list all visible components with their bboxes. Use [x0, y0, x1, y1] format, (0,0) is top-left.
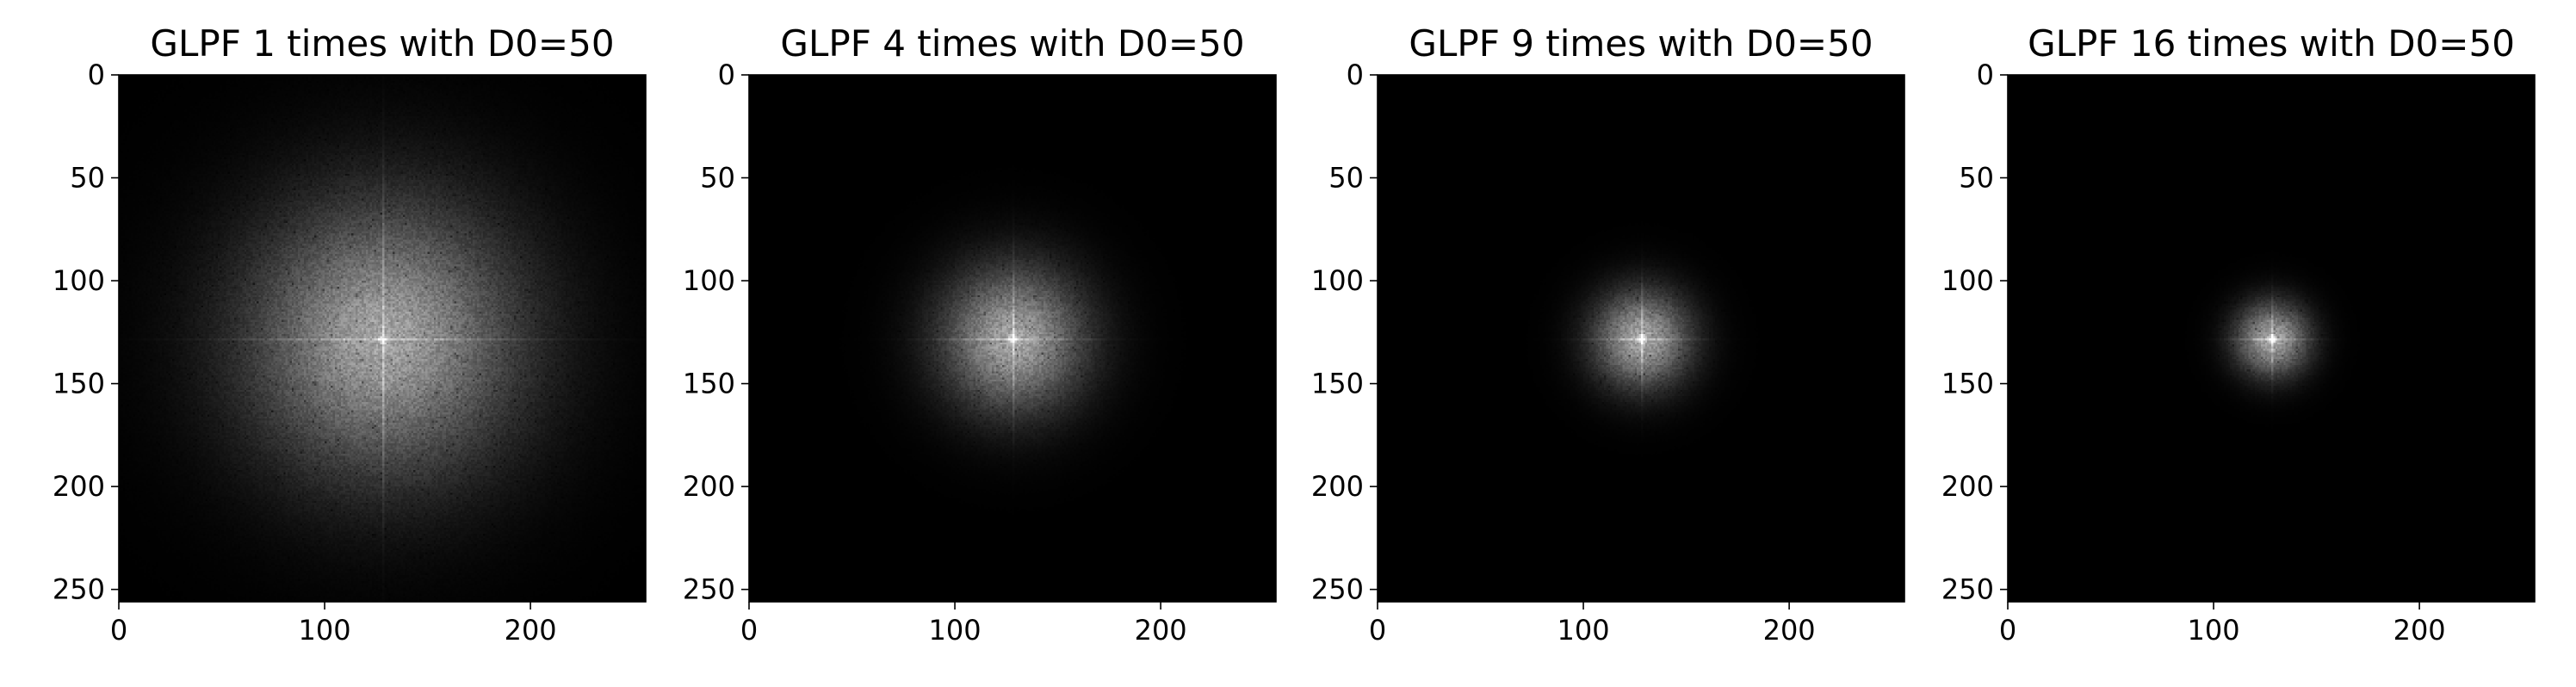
- y-tick-label: 0: [1347, 59, 1364, 91]
- heatmap-image-3: [1378, 75, 1904, 602]
- x-tick-label: 100: [299, 614, 351, 647]
- y-tick-label: 0: [718, 59, 735, 91]
- y-tick-label: 250: [683, 573, 735, 606]
- y-tick-label: 0: [1977, 59, 1994, 91]
- y-tick-label: 100: [53, 264, 105, 297]
- panel-3: GLPF 9 times with D0=50 0 100 200 0 50 100 150 2…: [1311, 22, 1905, 647]
- y-tick-label: 150: [1311, 368, 1364, 400]
- y-tick-label: 250: [1941, 573, 1994, 606]
- panel-title-3: GLPF 9 times with D0=50: [1409, 22, 1873, 65]
- y-tick-label: 250: [1311, 573, 1364, 606]
- x-tick-label: 100: [929, 614, 981, 647]
- y-tick-label: 150: [1941, 368, 1994, 400]
- y-tick-label: 200: [683, 470, 735, 503]
- x-tick-label: 0: [740, 614, 758, 647]
- x-tick-label: 200: [1763, 614, 1816, 647]
- panel-4: GLPF 16 times with D0=50 0 100 200 0 50 100 150…: [1941, 22, 2536, 647]
- y-tick-label: 50: [700, 162, 735, 195]
- panel-title-4: GLPF 16 times with D0=50: [2028, 22, 2515, 65]
- heatmap-image-4: [2008, 75, 2535, 602]
- axes-frame-2: [748, 74, 1277, 603]
- y-tick-label: 100: [1311, 264, 1364, 297]
- axes-frame-3: [1377, 74, 1905, 603]
- panel-1: GLPF 1 times with D0=50 0 100 200 0 50 100 150 2…: [53, 22, 647, 647]
- y-tick-label: 0: [88, 59, 105, 91]
- heatmap-image-2: [749, 75, 1276, 602]
- panel-title-2: GLPF 4 times with D0=50: [780, 22, 1244, 65]
- y-tick-label: 100: [683, 264, 735, 297]
- x-tick-label: 0: [1999, 614, 2016, 647]
- x-tick-label: 100: [1557, 614, 1610, 647]
- y-tick-label: 200: [1941, 470, 1994, 503]
- x-tick-label: 0: [1369, 614, 1386, 647]
- y-tick-label: 100: [1941, 264, 1994, 297]
- x-tick-label: 200: [2393, 614, 2446, 647]
- panel-title-1: GLPF 1 times with D0=50: [150, 22, 614, 65]
- panel-2: GLPF 4 times with D0=50 0 100 200 0 50 100 150 2…: [683, 22, 1277, 647]
- y-tick-label: 150: [53, 368, 105, 400]
- y-tick-label: 150: [683, 368, 735, 400]
- axes-frame-1: [118, 74, 647, 603]
- x-tick-label: 100: [2188, 614, 2240, 647]
- y-tick-label: 50: [70, 162, 105, 195]
- y-tick-label: 200: [1311, 470, 1364, 503]
- axes-frame-4: [2007, 74, 2536, 603]
- y-tick-label: 50: [1328, 162, 1364, 195]
- x-tick-label: 200: [1135, 614, 1187, 647]
- heatmap-image-1: [119, 75, 646, 602]
- x-tick-label: 200: [505, 614, 557, 647]
- y-tick-label: 200: [53, 470, 105, 503]
- x-tick-label: 0: [110, 614, 127, 647]
- y-tick-label: 50: [1959, 162, 1994, 195]
- y-tick-label: 250: [53, 573, 105, 606]
